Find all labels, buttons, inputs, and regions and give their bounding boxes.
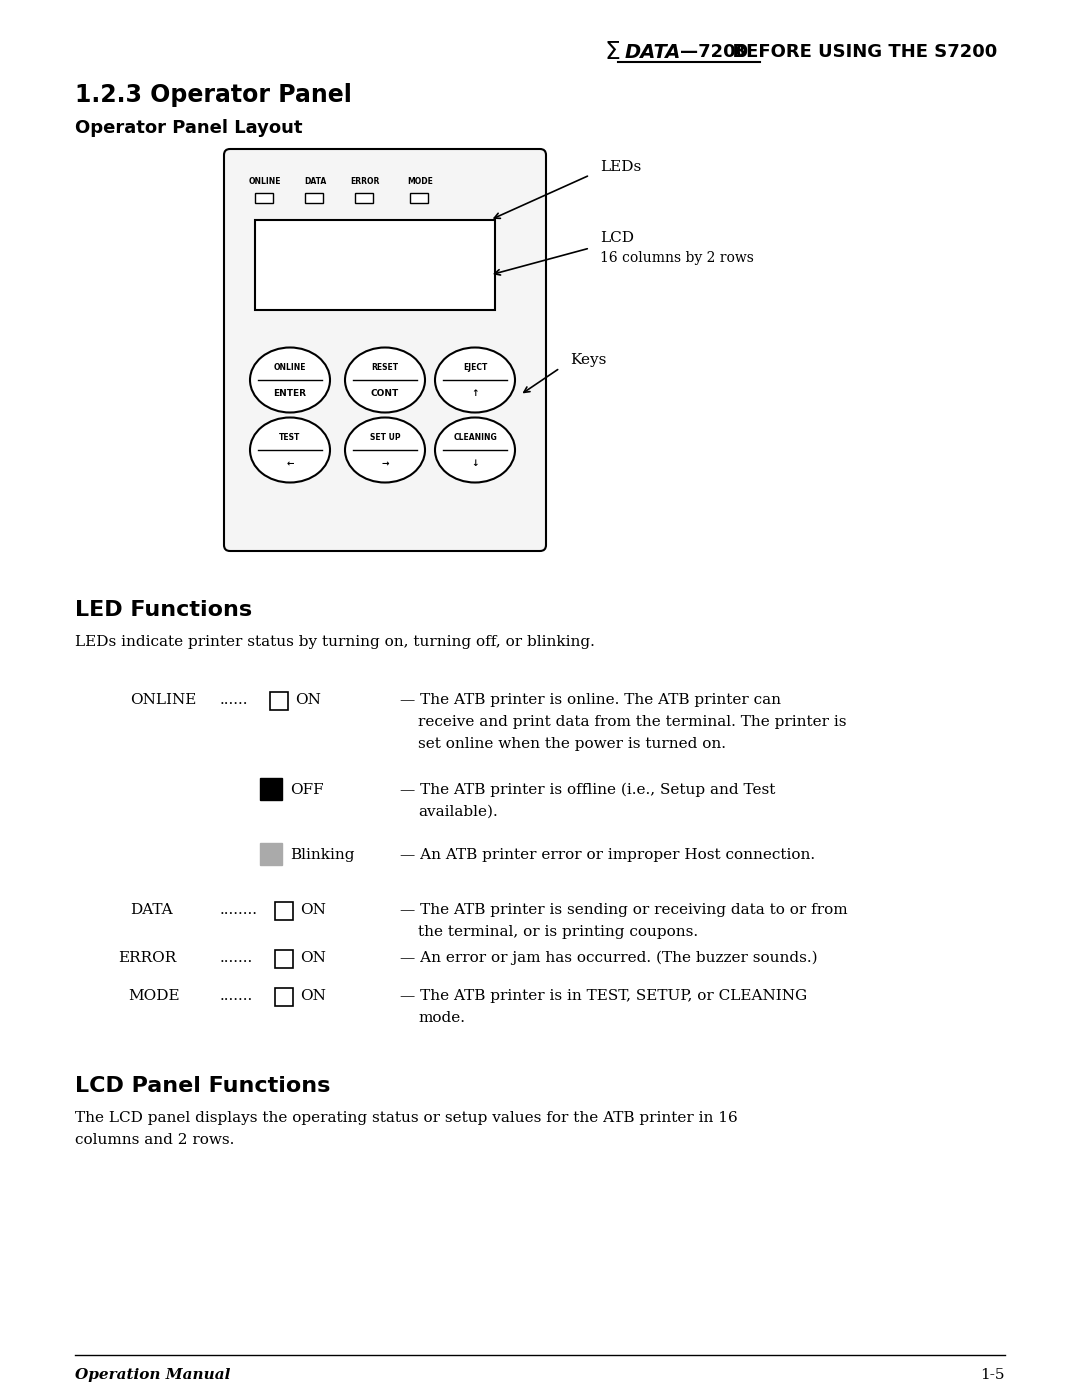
Text: LEDs indicate printer status by turning on, turning off, or blinking.: LEDs indicate printer status by turning …	[75, 636, 595, 650]
Text: CONT: CONT	[370, 390, 400, 398]
Text: BEFORE USING THE S7200: BEFORE USING THE S7200	[720, 43, 997, 61]
Bar	[260, 778, 282, 800]
Text: ......: ......	[220, 693, 248, 707]
Text: LEDs: LEDs	[600, 161, 642, 175]
Text: .......: .......	[220, 951, 253, 965]
Text: Blinking: Blinking	[291, 848, 354, 862]
Bar	[255, 193, 273, 203]
Text: available).: available).	[418, 805, 498, 819]
Text: —7200: —7200	[680, 43, 748, 61]
Ellipse shape	[345, 348, 426, 412]
Text: the terminal, or is printing coupons.: the terminal, or is printing coupons.	[418, 925, 698, 939]
Bar	[275, 988, 293, 1006]
Text: Keys: Keys	[570, 353, 606, 367]
Text: $\Sigma$: $\Sigma$	[604, 41, 620, 64]
Text: ←: ←	[286, 460, 294, 468]
Text: ON: ON	[300, 951, 326, 965]
Text: ON: ON	[300, 989, 326, 1003]
Text: MODE: MODE	[129, 989, 179, 1003]
Text: LCD Panel Functions: LCD Panel Functions	[75, 1076, 330, 1097]
Ellipse shape	[435, 348, 515, 412]
Ellipse shape	[249, 418, 330, 482]
Text: 1.2.3 Operator Panel: 1.2.3 Operator Panel	[75, 82, 352, 108]
Text: 1-5: 1-5	[981, 1368, 1005, 1382]
Text: ENTER: ENTER	[273, 390, 307, 398]
Text: ERROR: ERROR	[118, 951, 176, 965]
Text: — The ATB printer is offline (i.e., Setup and Test: — The ATB printer is offline (i.e., Setu…	[400, 782, 775, 798]
Text: — An ATB printer error or improper Host connection.: — An ATB printer error or improper Host …	[400, 848, 815, 862]
Text: ONLINE: ONLINE	[248, 176, 281, 186]
Text: columns and 2 rows.: columns and 2 rows.	[75, 1133, 234, 1147]
Text: — The ATB printer is sending or receiving data to or from: — The ATB printer is sending or receivin…	[400, 902, 848, 916]
Text: EJECT: EJECT	[463, 363, 487, 373]
Text: ONLINE: ONLINE	[130, 693, 197, 707]
Text: ON: ON	[300, 902, 326, 916]
Text: ONLINE: ONLINE	[273, 363, 307, 373]
Ellipse shape	[345, 418, 426, 482]
Text: MODE: MODE	[407, 176, 433, 186]
Text: 16 columns by 2 rows: 16 columns by 2 rows	[600, 251, 754, 265]
FancyBboxPatch shape	[224, 149, 546, 550]
Bar	[305, 193, 323, 203]
Text: Operation Manual: Operation Manual	[75, 1368, 230, 1382]
Text: set online when the power is turned on.: set online when the power is turned on.	[418, 738, 726, 752]
Bar	[275, 902, 293, 921]
Bar	[355, 193, 373, 203]
Bar	[260, 842, 282, 865]
Ellipse shape	[249, 348, 330, 412]
Text: LED Functions: LED Functions	[75, 599, 252, 620]
Text: DATA: DATA	[303, 176, 326, 186]
Text: ↑: ↑	[471, 390, 478, 398]
Text: receive and print data from the terminal. The printer is: receive and print data from the terminal…	[418, 715, 847, 729]
Text: ↓: ↓	[471, 460, 478, 468]
Text: The LCD panel displays the operating status or setup values for the ATB printer : The LCD panel displays the operating sta…	[75, 1111, 738, 1125]
Text: DATA: DATA	[130, 902, 173, 916]
Text: OFF: OFF	[291, 782, 324, 798]
Text: ERROR: ERROR	[350, 176, 380, 186]
Text: →: →	[381, 460, 389, 468]
Text: Operator Panel Layout: Operator Panel Layout	[75, 119, 302, 137]
Text: TEST: TEST	[280, 433, 300, 443]
Text: ON: ON	[295, 693, 321, 707]
Text: SET UP: SET UP	[369, 433, 401, 443]
Bar	[410, 193, 428, 203]
Text: ........: ........	[220, 902, 258, 916]
Text: — The ATB printer is online. The ATB printer can: — The ATB printer is online. The ATB pri…	[400, 693, 781, 707]
Ellipse shape	[435, 418, 515, 482]
Text: — The ATB printer is in TEST, SETUP, or CLEANING: — The ATB printer is in TEST, SETUP, or …	[400, 989, 807, 1003]
Text: RESET: RESET	[372, 363, 399, 373]
Bar	[275, 950, 293, 968]
Text: .......: .......	[220, 989, 253, 1003]
Text: — An error or jam has occurred. (The buzzer sounds.): — An error or jam has occurred. (The buz…	[400, 951, 818, 965]
Text: LCD: LCD	[600, 231, 634, 244]
Text: mode.: mode.	[418, 1011, 465, 1025]
Bar	[255, 219, 495, 310]
Text: CLEANING: CLEANING	[454, 433, 497, 443]
Text: DATA: DATA	[625, 42, 681, 61]
Bar	[270, 692, 288, 710]
